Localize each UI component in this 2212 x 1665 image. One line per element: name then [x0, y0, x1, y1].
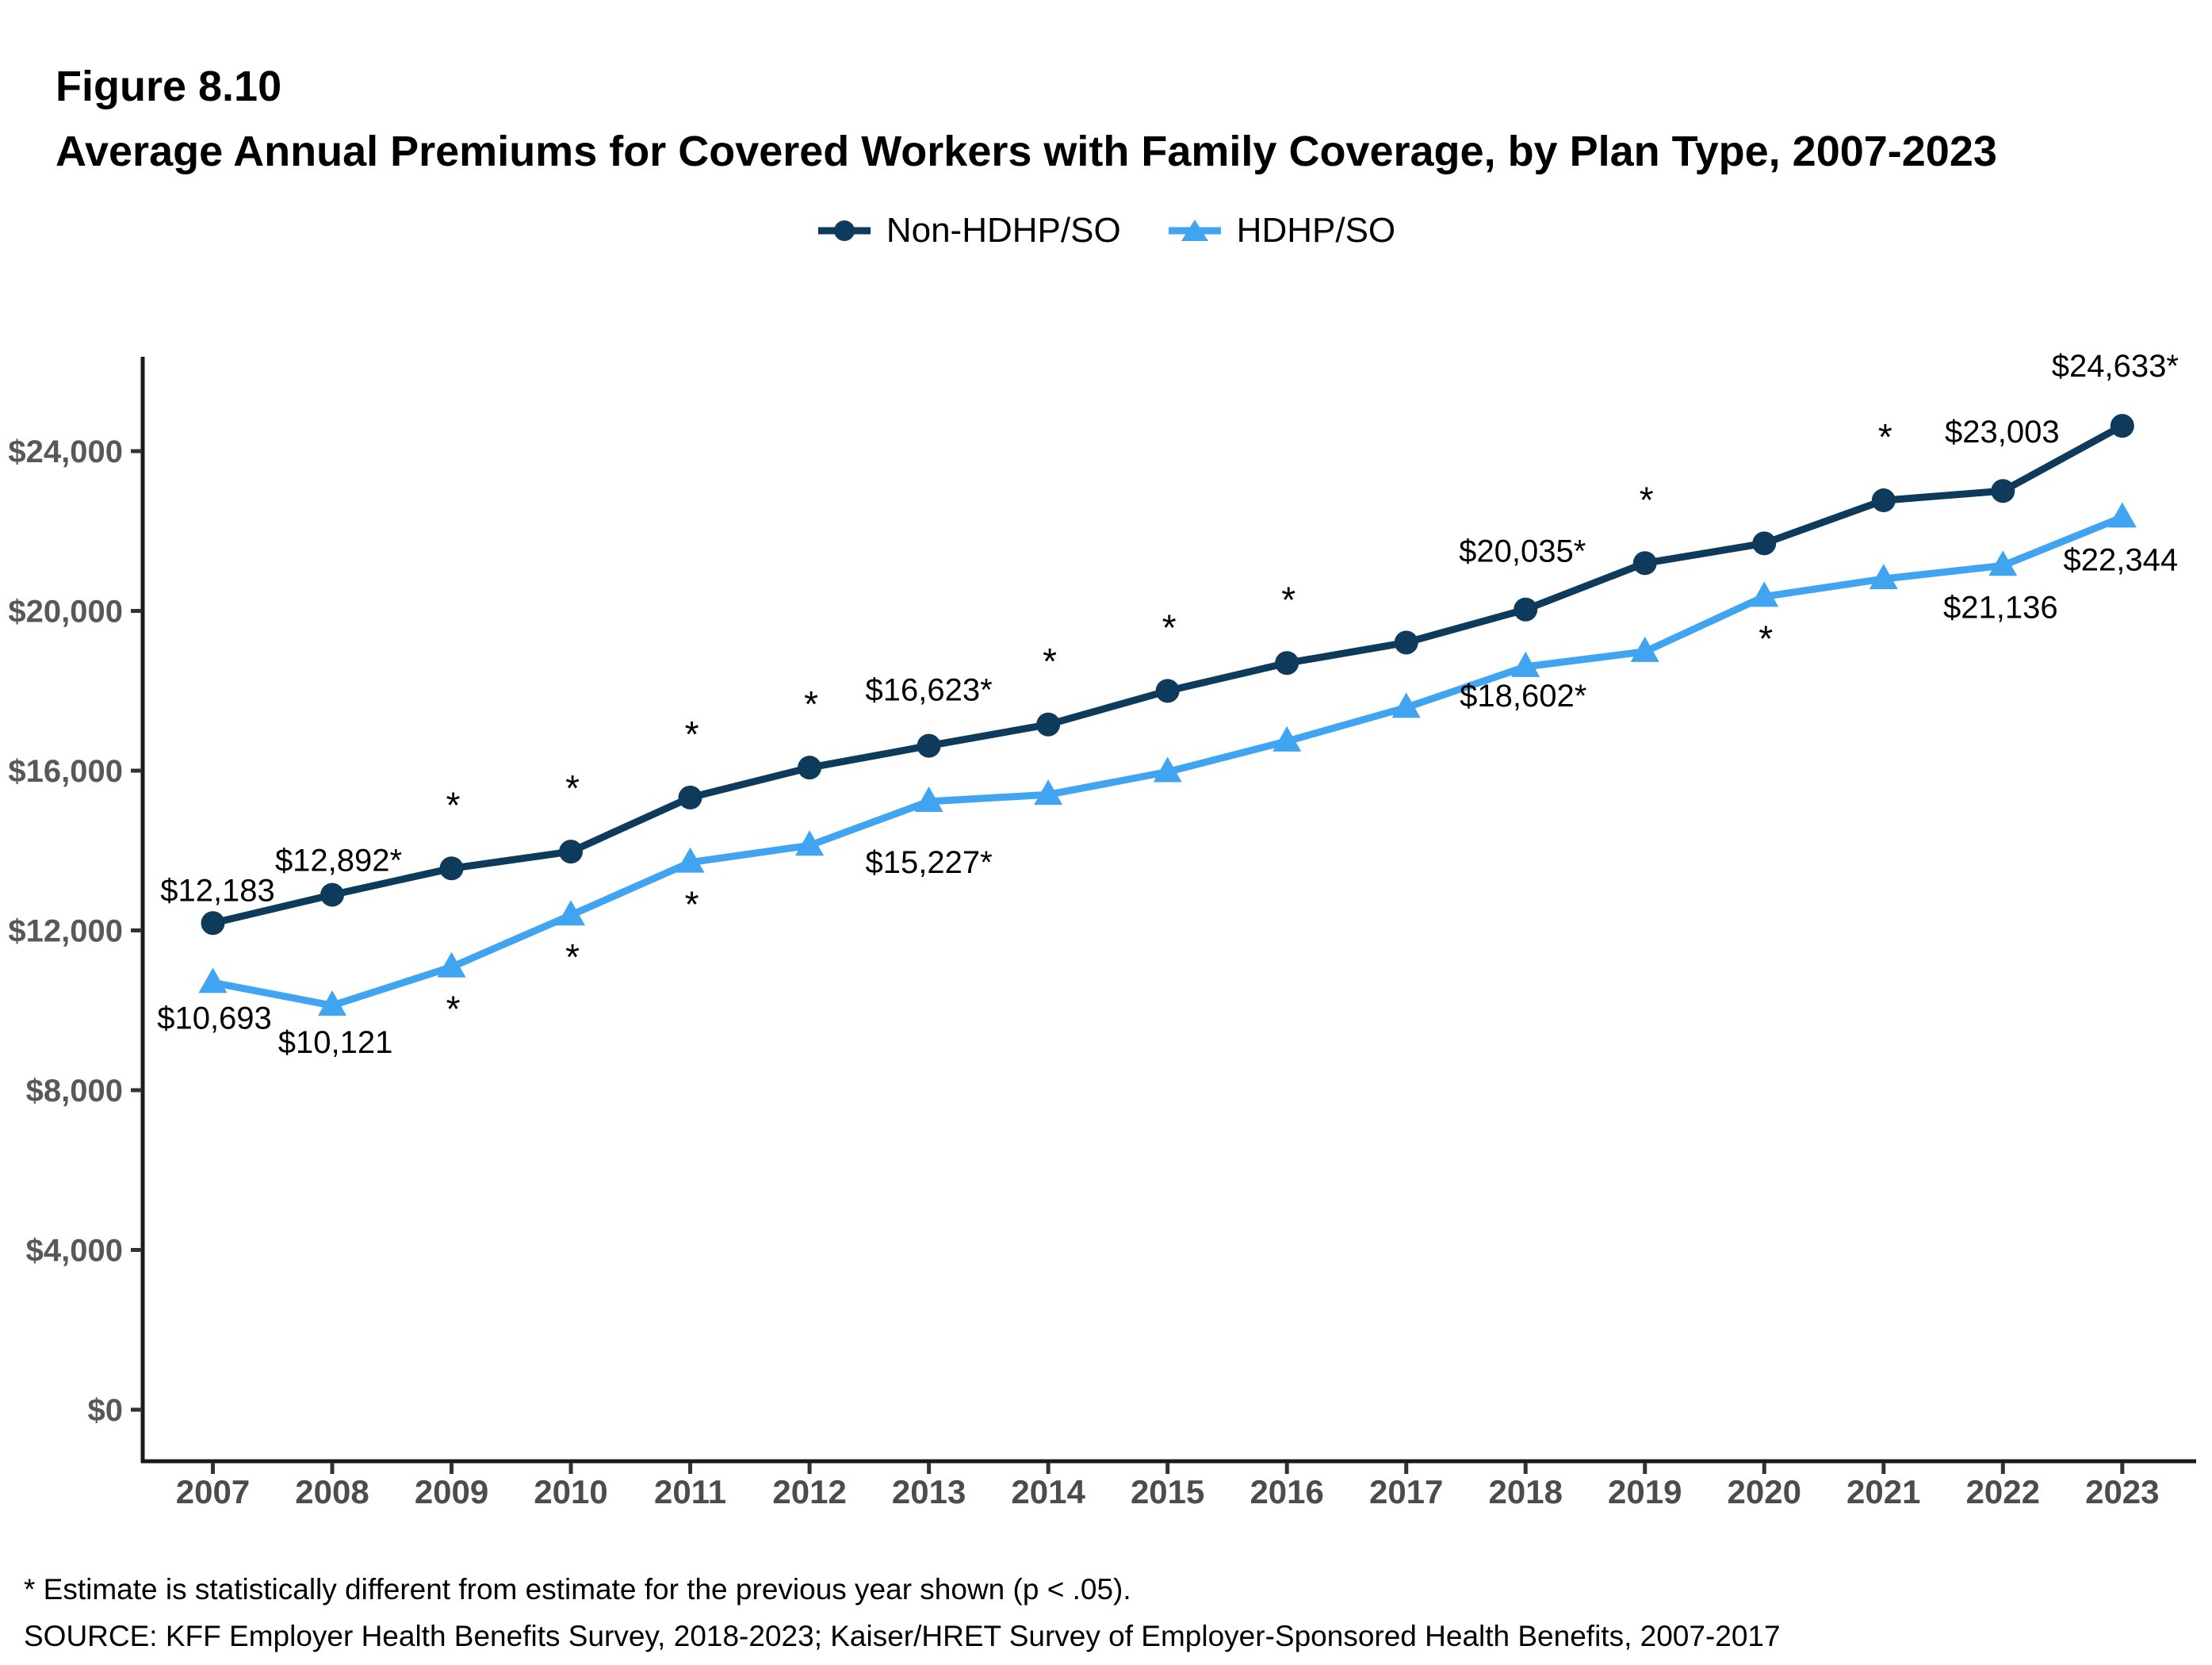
x-year-label: 2012	[772, 1473, 846, 1510]
point-label: $10,121	[278, 1025, 393, 1060]
point-label: $12,892*	[275, 844, 402, 878]
point-label: $16,623*	[866, 673, 993, 708]
sig-asterisk: *	[565, 936, 580, 978]
x-year-label: 2018	[1489, 1473, 1563, 1510]
data-point	[917, 733, 941, 758]
legend-marker-triangle-icon	[1168, 220, 1221, 241]
data-point	[201, 911, 225, 936]
x-year-label: 2016	[1250, 1473, 1323, 1510]
data-point	[2107, 502, 2137, 528]
data-point	[439, 856, 464, 881]
point-label: $10,693	[157, 1001, 272, 1035]
sig-asterisk: *	[1043, 641, 1057, 682]
data-point	[320, 882, 345, 907]
footnote-significance: * Estimate is statistically different fr…	[24, 1573, 1131, 1606]
x-year-label: 2023	[2085, 1473, 2159, 1510]
x-year-label: 2022	[1966, 1473, 2040, 1510]
data-point	[1391, 692, 1421, 718]
point-label: $20,035*	[1459, 534, 1586, 569]
data-point	[318, 990, 347, 1016]
data-point	[1272, 725, 1302, 752]
x-year-label: 2009	[415, 1473, 488, 1510]
data-point	[557, 900, 586, 926]
data-point	[914, 786, 943, 812]
data-point	[1155, 679, 1180, 703]
point-label: $24,633*	[2052, 349, 2179, 384]
legend-item-hdhp: HDHP/SO	[1167, 211, 1395, 251]
y-tick-label: $8,000	[26, 1074, 123, 1108]
y-tick-label: $4,000	[26, 1234, 123, 1269]
x-year-label: 2020	[1728, 1473, 1801, 1510]
data-point	[1869, 564, 1898, 590]
x-year-label: 2019	[1608, 1473, 1682, 1510]
sig-asterisk: *	[804, 683, 818, 725]
sig-asterisk: *	[446, 989, 461, 1030]
data-point	[1752, 531, 1777, 556]
data-point	[678, 785, 702, 810]
figure-title: Average Annual Premiums for Covered Work…	[55, 128, 1997, 175]
y-tick-label: $20,000	[8, 595, 123, 630]
data-point	[1036, 712, 1061, 737]
data-point	[1988, 550, 2018, 576]
y-tick-label: $24,000	[8, 434, 123, 469]
x-year-label: 2014	[1011, 1473, 1085, 1510]
legend: Non-HDHP/SO HDHP/SO	[0, 211, 2212, 251]
data-point	[2110, 414, 2134, 438]
sig-asterisk: *	[1759, 618, 1773, 659]
data-point	[1034, 779, 1063, 806]
x-year-label: 2021	[1847, 1473, 1920, 1510]
sig-asterisk: *	[685, 884, 699, 925]
x-year-label: 2007	[176, 1473, 250, 1510]
point-label: $15,227*	[866, 845, 993, 880]
data-point	[1153, 756, 1182, 783]
data-point	[798, 756, 822, 780]
data-point	[198, 967, 228, 993]
y-tick-label: $16,000	[8, 754, 123, 789]
y-tick-label: $12,000	[8, 914, 123, 949]
sig-asterisk: *	[446, 784, 461, 825]
data-point	[1991, 479, 2015, 503]
point-label: $23,003	[1945, 415, 2060, 450]
point-label: $21,136	[1943, 590, 2058, 625]
series-line-non-hdhp-so	[209, 422, 2126, 927]
data-point	[559, 840, 584, 864]
data-point	[1630, 636, 1659, 662]
x-year-label: 2010	[534, 1473, 607, 1510]
legend-label-hdhp: HDHP/SO	[1236, 211, 1396, 250]
data-point	[795, 830, 825, 856]
sig-asterisk: *	[685, 714, 699, 755]
data-point	[1871, 488, 1896, 513]
x-year-label: 2008	[295, 1473, 369, 1510]
data-point	[1275, 651, 1299, 676]
x-year-label: 2013	[892, 1473, 966, 1510]
sig-asterisk: *	[1878, 416, 1892, 457]
footnote-source: SOURCE: KFF Employer Health Benefits Sur…	[24, 1620, 1781, 1652]
sig-asterisk: *	[1162, 607, 1177, 648]
sig-asterisk: *	[1281, 579, 1295, 620]
legend-marker-circle-icon	[817, 220, 871, 241]
sig-asterisk: *	[1640, 479, 1654, 520]
data-point	[1394, 630, 1418, 655]
legend-item-non-hdhp: Non-HDHP/SO	[817, 211, 1121, 251]
legend-label-non-hdhp: Non-HDHP/SO	[886, 211, 1121, 250]
data-point	[675, 847, 705, 873]
data-point	[1750, 581, 1779, 607]
data-point	[1511, 651, 1540, 677]
x-year-label: 2017	[1369, 1473, 1443, 1510]
data-point	[1632, 551, 1657, 576]
x-year-label: 2011	[654, 1473, 726, 1510]
x-year-label: 2015	[1131, 1473, 1204, 1510]
sig-asterisk: *	[565, 767, 580, 809]
data-point	[437, 951, 466, 978]
figure-number: Figure 8.10	[55, 63, 282, 110]
y-tick-label: $0	[88, 1393, 124, 1428]
data-point	[1514, 597, 1538, 622]
point-label: $22,344	[2064, 542, 2179, 577]
point-label: $12,183	[160, 873, 275, 908]
point-label: $18,602*	[1460, 679, 1586, 714]
